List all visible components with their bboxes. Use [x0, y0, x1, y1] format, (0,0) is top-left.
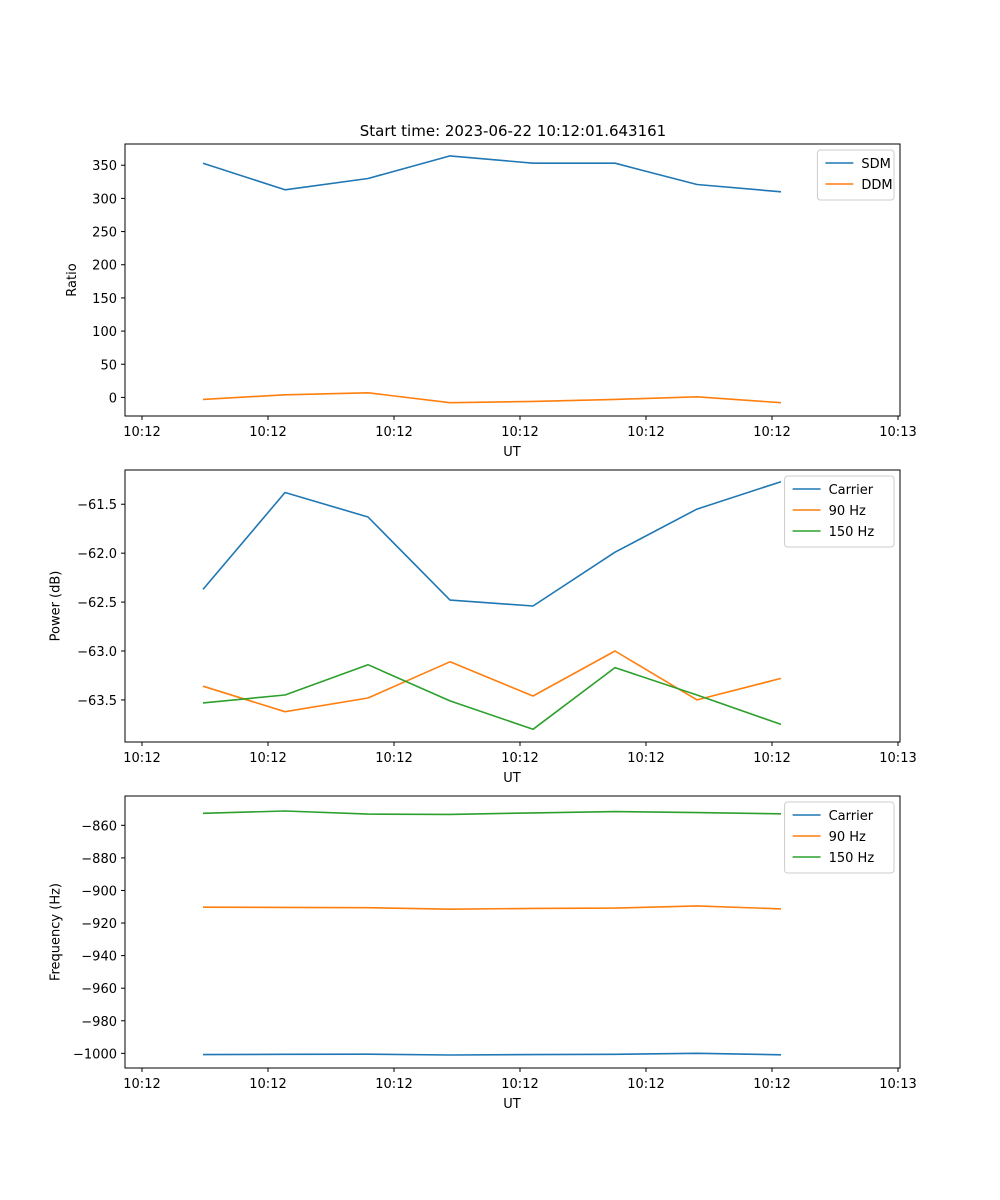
y-tick-label: 0	[109, 391, 117, 406]
x-tick-label: 10:12	[123, 1077, 160, 1092]
x-tick-label: 10:12	[501, 1077, 538, 1092]
series-line-1	[202, 1052, 782, 1056]
legend-label: 150 Hz	[829, 525, 875, 540]
x-tick-label: 10:13	[879, 425, 916, 440]
legend-label: SDM	[861, 157, 890, 172]
x-tick-label: 10:12	[627, 1077, 664, 1092]
x-tick-label: 10:12	[123, 751, 160, 766]
panel-2: 10:12 10:12 10:12 10:12 10:12 10:12 10:13 UT −63…	[49, 469, 917, 786]
y-tick-label: −960	[81, 982, 117, 997]
panels: 10:12 10:12 10:12 10:12 10:12 10:12 10:13 UT 0 50…	[49, 143, 917, 1112]
legend-label: Carrier	[829, 809, 874, 824]
series-line-2	[202, 905, 782, 911]
x-tick-label: 10:12	[627, 751, 664, 766]
plot-area	[124, 469, 901, 743]
figure-title: Start time: 2023-06-22 10:12:01.643161	[360, 122, 666, 140]
x-tick-label: 10:12	[627, 425, 664, 440]
x-axis-label: UT	[503, 771, 521, 786]
y-tick-label: 350	[92, 159, 117, 174]
y-tick-label: −920	[81, 917, 117, 932]
y-tick-label: −880	[81, 852, 117, 867]
y-tick-label: 250	[92, 226, 117, 241]
y-tick-label: −1000	[73, 1047, 117, 1062]
y-tick-label: −900	[81, 884, 117, 899]
legend-label: 90 Hz	[829, 830, 866, 845]
legend-label: 90 Hz	[829, 504, 866, 519]
plot-area	[124, 795, 901, 1069]
x-axis-label: UT	[503, 1097, 521, 1112]
x-axis-label: UT	[503, 445, 521, 460]
legend-label: 150 Hz	[829, 851, 875, 866]
y-axis-label: Frequency (Hz)	[49, 883, 64, 981]
y-tick-label: −63.5	[77, 694, 117, 709]
panel-3: 10:12 10:12 10:12 10:12 10:12 10:12 10:13 UT −10…	[49, 795, 917, 1112]
y-axis-label: Ratio	[65, 263, 80, 296]
x-tick-label: 10:12	[375, 751, 412, 766]
y-tick-label: 50	[100, 358, 117, 373]
x-tick-label: 10:12	[753, 1077, 790, 1092]
y-tick-label: −980	[81, 1015, 117, 1030]
legend-label: Carrier	[829, 483, 874, 498]
legend-label: DDM	[861, 178, 892, 193]
y-tick-label: −940	[81, 950, 117, 965]
x-tick-label: 10:12	[753, 425, 790, 440]
series-line-3	[202, 810, 782, 816]
series-line-2	[202, 650, 782, 713]
series-line-2	[202, 391, 782, 404]
y-tick-label: 300	[92, 192, 117, 207]
y-tick-label: −61.5	[77, 498, 117, 513]
y-tick-label: 200	[92, 259, 117, 274]
legend	[784, 475, 895, 548]
x-tick-label: 10:12	[501, 751, 538, 766]
x-tick-label: 10:12	[501, 425, 538, 440]
y-axis-label: Power (dB)	[49, 571, 64, 642]
y-tick-label: −860	[81, 819, 117, 834]
plot-area	[124, 143, 901, 417]
y-tick-label: 150	[92, 292, 117, 307]
x-tick-label: 10:13	[879, 1077, 916, 1092]
y-tick-label: 100	[92, 325, 117, 340]
x-tick-label: 10:12	[123, 425, 160, 440]
x-tick-label: 10:13	[879, 751, 916, 766]
y-tick-label: −63.0	[77, 645, 117, 660]
x-tick-label: 10:12	[249, 1077, 286, 1092]
x-tick-label: 10:12	[249, 751, 286, 766]
legend	[784, 801, 895, 874]
x-tick-label: 10:12	[375, 425, 412, 440]
y-tick-label: −62.5	[77, 596, 117, 611]
x-tick-label: 10:12	[249, 425, 286, 440]
x-tick-label: 10:12	[375, 1077, 412, 1092]
series-line-1	[202, 480, 782, 607]
y-tick-label: −62.0	[77, 547, 117, 562]
panel-1: 10:12 10:12 10:12 10:12 10:12 10:12 10:13 UT 0 50…	[65, 143, 917, 460]
series-line-1	[202, 155, 782, 193]
series-line-3	[202, 663, 782, 731]
x-tick-label: 10:12	[753, 751, 790, 766]
